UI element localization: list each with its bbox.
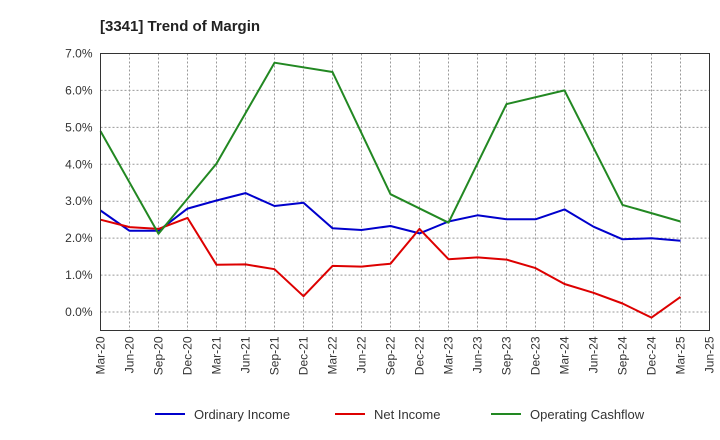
x-tick-label: Jun-25	[703, 336, 717, 373]
y-tick-label: 3.0%	[65, 194, 93, 208]
chart-title: [3341] Trend of Margin	[100, 18, 260, 35]
x-tick-label: Mar-21	[210, 336, 224, 374]
x-axis: Mar-20 Jun-20 Sep-20 Dec-20 Mar-21 Jun-21 Sep-…	[94, 336, 717, 375]
legend-label-operating-cashflow: Operating Cashflow	[530, 407, 645, 422]
x-tick-label: Dec-21	[297, 336, 311, 375]
y-axis: 0.0% 1.0% 2.0% 3.0% 4.0% 5.0% 6.0% 7.0%	[65, 47, 93, 320]
series-layer	[99, 61, 682, 319]
series-line-net-income	[100, 216, 682, 319]
x-tick-label: Dec-24	[645, 336, 659, 375]
x-tick-label: Sep-20	[152, 336, 166, 375]
y-tick-label: 1.0%	[65, 268, 93, 282]
x-tick-label: Mar-24	[558, 336, 572, 374]
x-tick-label: Mar-22	[326, 336, 340, 374]
y-tick-label: 7.0%	[65, 47, 93, 61]
legend-label-ordinary-income: Ordinary Income	[194, 407, 290, 422]
x-tick-label: Jun-22	[355, 336, 369, 373]
x-tick-label: Jun-21	[239, 336, 253, 373]
series-line-operating-cashflow	[99, 61, 681, 235]
x-tick-label: Jun-23	[471, 336, 485, 373]
x-tick-label: Sep-24	[616, 336, 630, 375]
y-tick-label: 6.0%	[65, 83, 93, 97]
y-tick-label: 4.0%	[65, 157, 93, 171]
legend: Ordinary Income Net Income Operating Cashf…	[155, 407, 645, 422]
series-line-ordinary-income	[99, 192, 681, 242]
x-tick-label: Mar-23	[442, 336, 456, 374]
x-tick-label: Sep-23	[500, 336, 514, 375]
x-tick-label: Mar-20	[94, 336, 108, 374]
x-tick-label: Jun-20	[123, 336, 137, 373]
legend-label-net-income: Net Income	[374, 407, 440, 422]
x-tick-label: Dec-23	[529, 336, 543, 375]
y-tick-label: 5.0%	[65, 120, 93, 134]
x-tick-label: Mar-25	[674, 336, 688, 374]
x-tick-label: Dec-22	[413, 336, 427, 375]
x-tick-label: Sep-22	[384, 336, 398, 375]
x-tick-label: Sep-21	[268, 336, 282, 375]
y-tick-label: 0.0%	[65, 305, 93, 319]
plot-frame	[100, 53, 710, 331]
x-tick-label: Jun-24	[587, 336, 601, 373]
y-tick-label: 2.0%	[65, 231, 93, 245]
x-tick-label: Dec-20	[181, 336, 195, 375]
